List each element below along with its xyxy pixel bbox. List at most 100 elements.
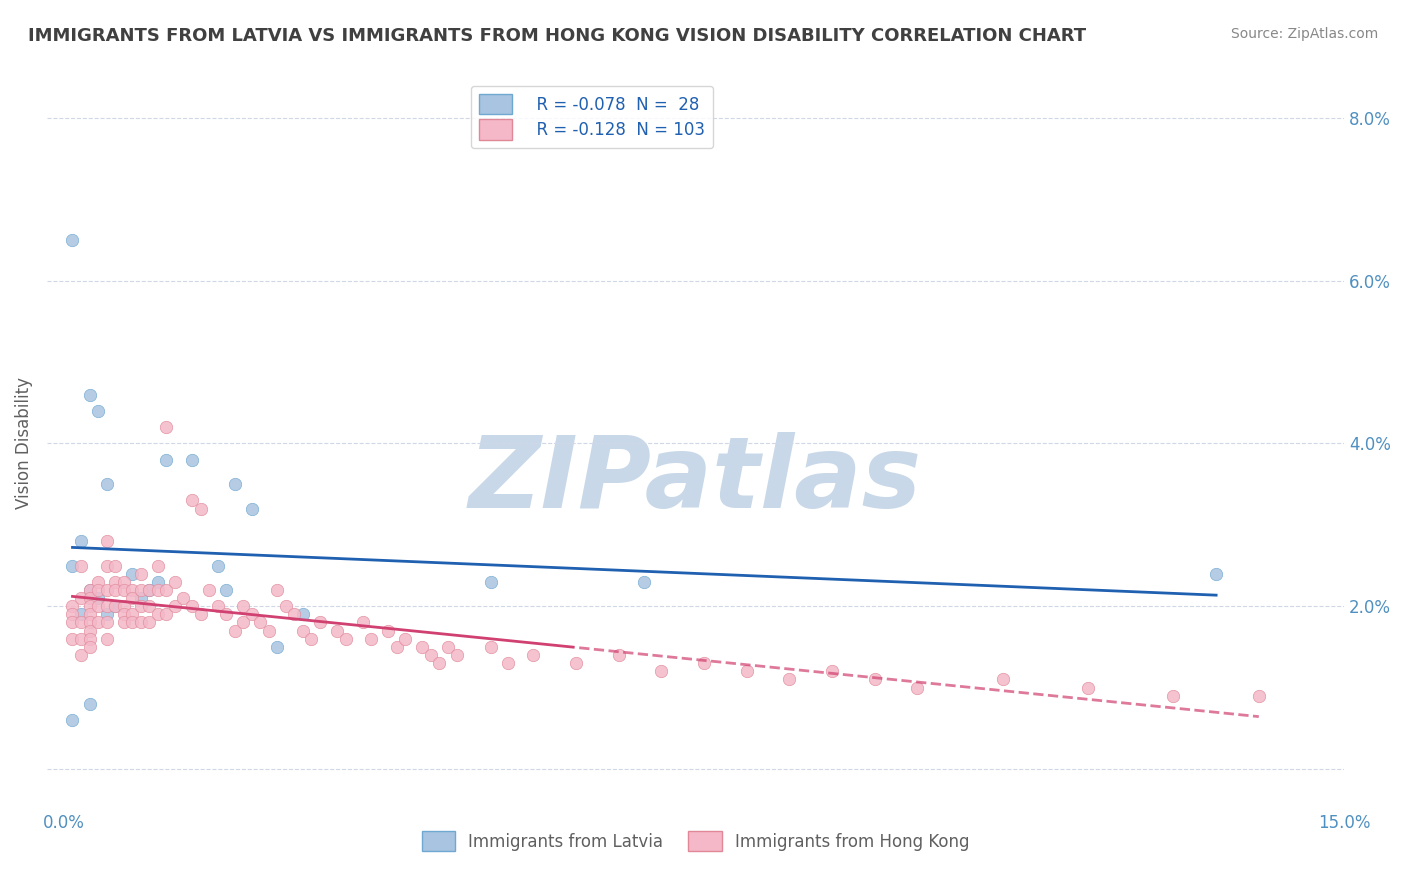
Point — [249, 615, 271, 630]
Point — [266, 582, 288, 597]
Text: ZIPatlas: ZIPatlas — [470, 432, 922, 529]
Point — [385, 640, 408, 654]
Point — [905, 681, 928, 695]
Point — [62, 615, 84, 630]
Point — [240, 501, 263, 516]
Point — [79, 624, 101, 638]
Point — [565, 656, 588, 670]
Point — [291, 624, 314, 638]
Point — [70, 607, 93, 622]
Point — [155, 607, 177, 622]
Point — [70, 615, 93, 630]
Point — [437, 640, 460, 654]
Point — [87, 574, 110, 589]
Point — [163, 599, 186, 614]
Point — [778, 673, 800, 687]
Point — [377, 624, 399, 638]
Point — [70, 558, 93, 573]
Point — [96, 534, 118, 549]
Point — [198, 582, 221, 597]
Point — [70, 632, 93, 646]
Point — [650, 665, 672, 679]
Point — [87, 404, 110, 418]
Point — [309, 615, 332, 630]
Point — [121, 591, 143, 605]
Point — [96, 632, 118, 646]
Point — [79, 607, 101, 622]
Point — [266, 640, 288, 654]
Point — [129, 599, 152, 614]
Point — [138, 582, 160, 597]
Point — [87, 599, 110, 614]
Point — [104, 574, 127, 589]
Point — [522, 648, 544, 662]
Point — [129, 582, 152, 597]
Point — [96, 582, 118, 597]
Point — [163, 574, 186, 589]
Point — [121, 607, 143, 622]
Point — [104, 582, 127, 597]
Point — [138, 599, 160, 614]
Point — [301, 632, 323, 646]
Point — [121, 566, 143, 581]
Point — [224, 477, 246, 491]
Point — [181, 493, 204, 508]
Point — [87, 591, 110, 605]
Point — [104, 599, 127, 614]
Point — [70, 591, 93, 605]
Point — [257, 624, 280, 638]
Point — [121, 615, 143, 630]
Point — [181, 452, 204, 467]
Point — [112, 574, 135, 589]
Point — [62, 233, 84, 247]
Point — [1163, 689, 1185, 703]
Point — [112, 607, 135, 622]
Point — [693, 656, 716, 670]
Point — [121, 582, 143, 597]
Point — [112, 615, 135, 630]
Point — [207, 599, 229, 614]
Point — [420, 648, 443, 662]
Point — [215, 607, 238, 622]
Point — [79, 582, 101, 597]
Legend:   R = -0.078  N =  28,   R = -0.128  N = 103: R = -0.078 N = 28, R = -0.128 N = 103 — [471, 86, 713, 148]
Point — [479, 640, 502, 654]
Point — [146, 558, 169, 573]
Point — [79, 697, 101, 711]
Point — [62, 558, 84, 573]
Point — [991, 673, 1014, 687]
Point — [79, 615, 101, 630]
Point — [138, 582, 160, 597]
Point — [96, 558, 118, 573]
Point — [291, 607, 314, 622]
Point — [190, 501, 212, 516]
Point — [274, 599, 297, 614]
Point — [70, 534, 93, 549]
Point — [146, 582, 169, 597]
Point — [79, 582, 101, 597]
Point — [112, 599, 135, 614]
Point — [79, 640, 101, 654]
Point — [1077, 681, 1099, 695]
Point — [155, 452, 177, 467]
Point — [70, 648, 93, 662]
Point — [62, 607, 84, 622]
Point — [479, 574, 502, 589]
Point — [232, 615, 254, 630]
Point — [146, 574, 169, 589]
Point — [62, 599, 84, 614]
Point — [96, 599, 118, 614]
Point — [96, 477, 118, 491]
Point — [87, 615, 110, 630]
Point — [633, 574, 655, 589]
Point — [79, 387, 101, 401]
Point — [129, 566, 152, 581]
Point — [96, 607, 118, 622]
Point — [429, 656, 451, 670]
Point — [129, 615, 152, 630]
Point — [735, 665, 758, 679]
Point — [283, 607, 305, 622]
Y-axis label: Vision Disability: Vision Disability — [15, 377, 32, 509]
Point — [96, 615, 118, 630]
Text: Source: ZipAtlas.com: Source: ZipAtlas.com — [1230, 27, 1378, 41]
